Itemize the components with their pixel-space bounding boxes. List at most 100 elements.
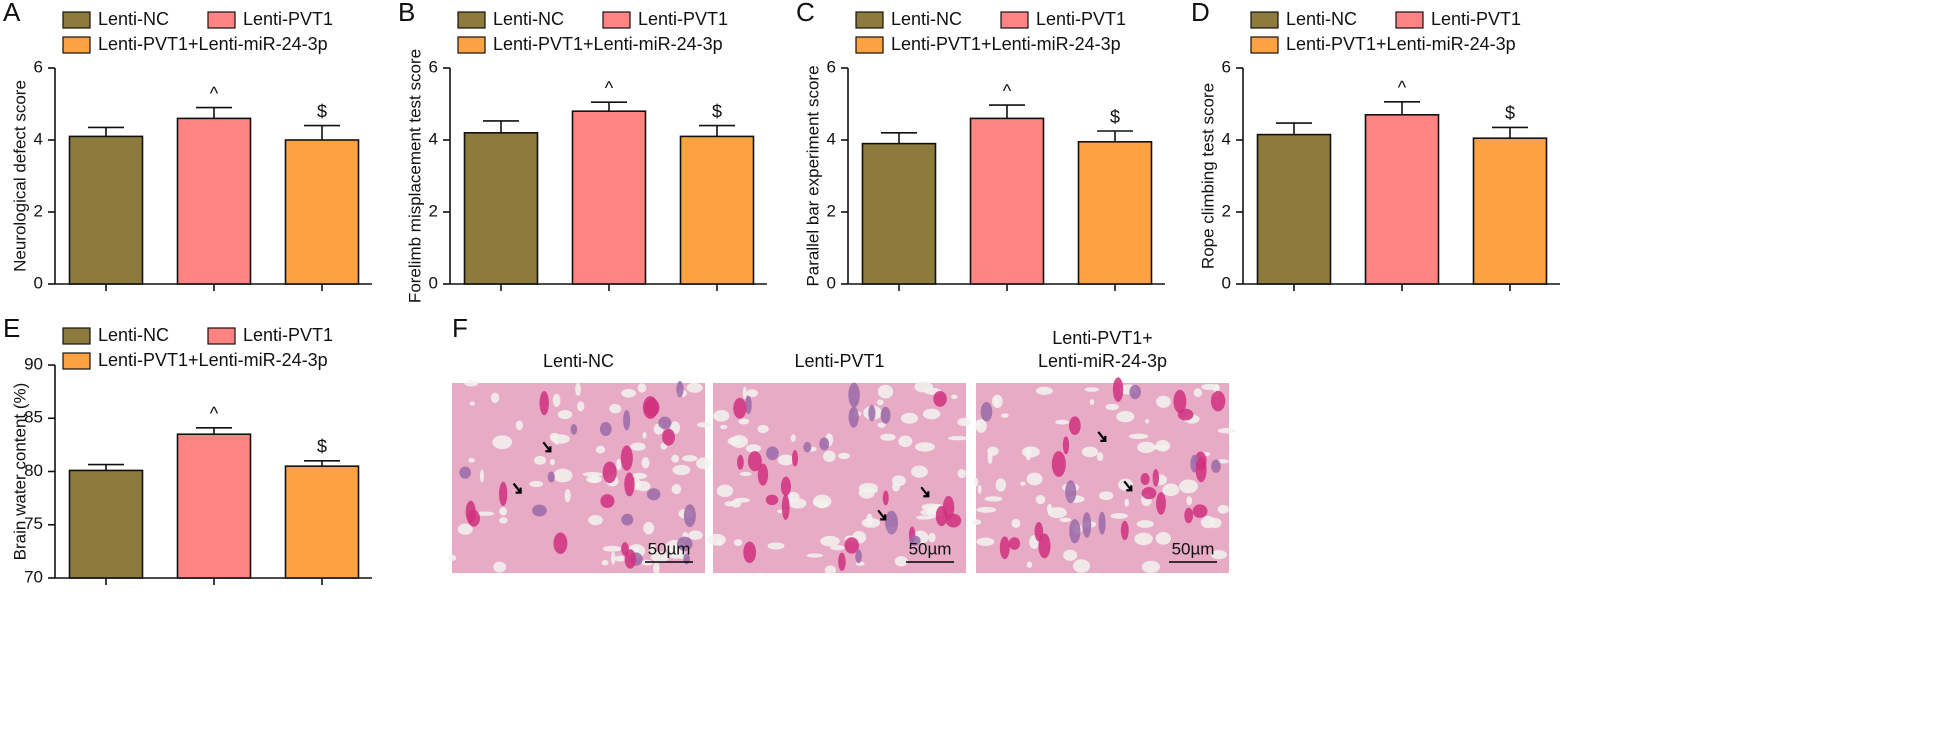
image-label: Lenti-miR-24-3p — [1038, 351, 1167, 371]
vacuole — [1193, 388, 1202, 398]
y-tick-label: 4 — [34, 129, 43, 148]
vacuole — [823, 450, 836, 463]
legend-swatch — [457, 36, 486, 54]
vacuole — [588, 514, 603, 526]
legend-swatch — [1250, 11, 1279, 29]
vacuole — [1084, 387, 1100, 392]
vacuole — [616, 458, 622, 471]
image-label: Lenti-PVT1+ — [1052, 328, 1153, 348]
cell — [882, 490, 889, 506]
vacuole — [468, 457, 475, 463]
vacuole — [1129, 433, 1149, 440]
vacuole — [976, 537, 995, 546]
annotation: $ — [317, 437, 327, 457]
annotation: ^ — [1003, 81, 1012, 101]
vacuole — [1047, 507, 1067, 519]
vacuole — [707, 533, 726, 546]
vacuole — [957, 468, 966, 479]
y-tick-label: 2 — [429, 201, 438, 220]
legend-label: Lenti-PVT1+Lenti-miR-24-3p — [1286, 34, 1516, 54]
vacuole — [552, 393, 561, 407]
vacuole — [1026, 561, 1033, 568]
y-tick-label: 6 — [827, 57, 836, 76]
bar — [861, 142, 937, 285]
vacuole — [1098, 491, 1114, 501]
vacuole — [757, 424, 769, 434]
micrograph — [707, 381, 972, 575]
y-tick-label: 2 — [827, 201, 836, 220]
cell — [803, 441, 812, 453]
cell — [644, 398, 660, 417]
vacuole — [813, 494, 832, 509]
cell — [1173, 389, 1187, 414]
vacuole — [475, 511, 495, 516]
vacuole — [635, 480, 651, 492]
vacuole — [1035, 494, 1046, 505]
vacuole — [595, 445, 606, 454]
y-tick-label: 85 — [24, 408, 43, 427]
legend-label: Lenti-PVT1 — [1431, 9, 1521, 29]
legend-label: Lenti-PVT1 — [638, 9, 728, 29]
vacuole — [1162, 483, 1180, 497]
vacuole — [1186, 496, 1193, 506]
legend-swatch — [62, 11, 91, 29]
cell — [676, 536, 693, 552]
y-tick-label: 4 — [1222, 129, 1231, 148]
cell — [539, 391, 549, 416]
cell — [737, 454, 744, 470]
cell — [624, 472, 635, 497]
vacuole — [529, 480, 544, 488]
annotation: $ — [1505, 103, 1515, 123]
vacuole — [1035, 386, 1053, 395]
error-bar — [989, 104, 1025, 119]
cell — [662, 428, 675, 446]
vacuole — [738, 418, 750, 425]
vacuole — [973, 477, 979, 487]
vacuole — [1105, 403, 1119, 411]
vacuole — [601, 560, 609, 566]
vacuole — [970, 519, 982, 526]
vacuole — [1156, 395, 1171, 408]
vacuole — [671, 484, 682, 495]
vacuole — [745, 444, 761, 453]
y-tick-label: 70 — [24, 567, 43, 586]
error-bar — [881, 132, 917, 144]
vacuole — [922, 408, 941, 420]
vacuole — [742, 386, 747, 400]
vacuole — [975, 418, 987, 433]
vacuole — [602, 545, 622, 552]
vacuole — [1116, 410, 1135, 423]
y-tick-label: 90 — [24, 354, 43, 373]
image-label: Lenti-NC — [543, 351, 614, 371]
vacuole — [650, 551, 670, 563]
cell — [848, 382, 860, 408]
y-tick-label: 6 — [1222, 57, 1231, 76]
vacuole — [609, 403, 622, 414]
vacuole — [824, 565, 836, 575]
micrograph — [447, 380, 712, 575]
panel-letter: C — [796, 0, 815, 27]
error-bar — [699, 124, 735, 137]
y-tick-label: 4 — [429, 129, 438, 148]
bar — [1077, 141, 1153, 285]
vacuole — [696, 422, 712, 428]
error-bar — [88, 126, 124, 137]
vacuole — [447, 554, 457, 561]
vacuole — [1134, 532, 1153, 546]
vacuole — [653, 561, 660, 575]
cell — [791, 450, 799, 467]
vacuole — [894, 556, 908, 567]
vacuole — [837, 452, 850, 460]
vacuole — [577, 401, 585, 412]
annotation: $ — [1110, 107, 1120, 127]
bar — [463, 132, 539, 285]
vacuole — [469, 401, 475, 406]
cell — [747, 451, 762, 472]
cell — [855, 549, 862, 564]
cell — [819, 437, 830, 451]
legend-swatch — [1250, 36, 1279, 54]
vacuole — [1026, 472, 1043, 486]
vacuole — [688, 530, 703, 541]
vacuole — [812, 498, 818, 506]
vacuole — [549, 432, 560, 442]
